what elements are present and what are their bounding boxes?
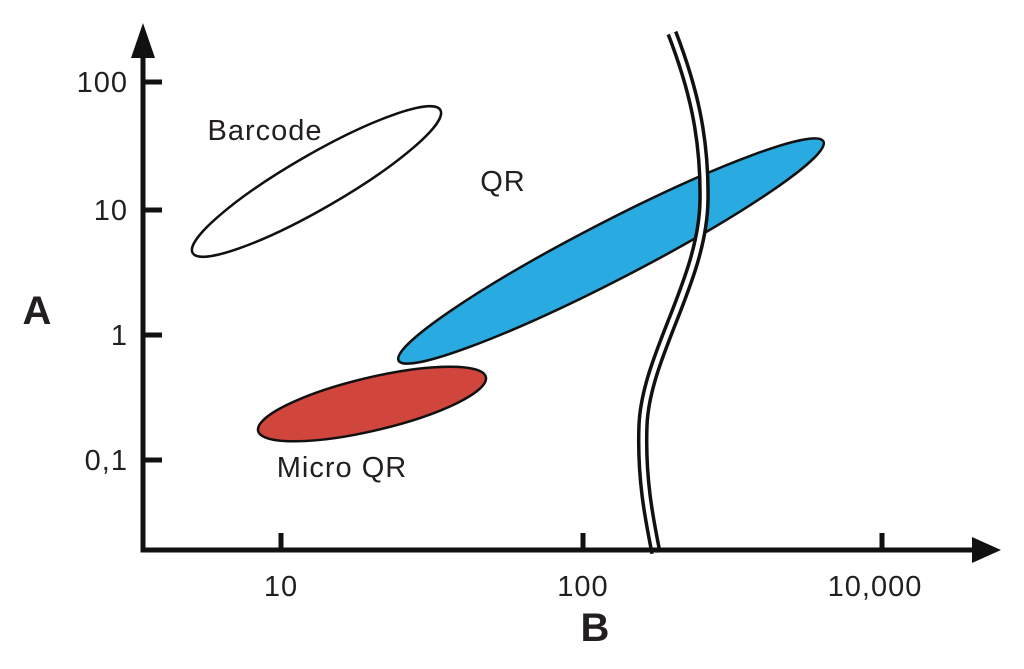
y-axis-arrowhead bbox=[131, 23, 155, 58]
x-tick-label-10000: 10,000 bbox=[828, 571, 923, 603]
qr-label: QR bbox=[480, 166, 526, 198]
y-tick-label-0-1: 0,1 bbox=[85, 445, 128, 477]
barcode-label: Barcode bbox=[207, 115, 322, 147]
barcode-ellipse bbox=[190, 105, 443, 258]
y-tick-label-1: 1 bbox=[111, 320, 128, 352]
y-axis-title: A bbox=[23, 289, 52, 333]
x-axis-arrowhead bbox=[972, 537, 1001, 563]
x-axis-title: B bbox=[581, 606, 610, 650]
divider-curve-gap bbox=[640, 32, 707, 554]
x-tick-label-100: 100 bbox=[557, 571, 608, 603]
micro-qr-ellipse bbox=[256, 365, 488, 443]
qr-ellipse bbox=[396, 137, 826, 365]
micro-qr-label: Micro QR bbox=[277, 452, 407, 484]
x-tick-label-10: 10 bbox=[264, 571, 298, 603]
y-tick-label-100: 100 bbox=[77, 67, 128, 99]
y-tick-label-10: 10 bbox=[94, 195, 128, 227]
